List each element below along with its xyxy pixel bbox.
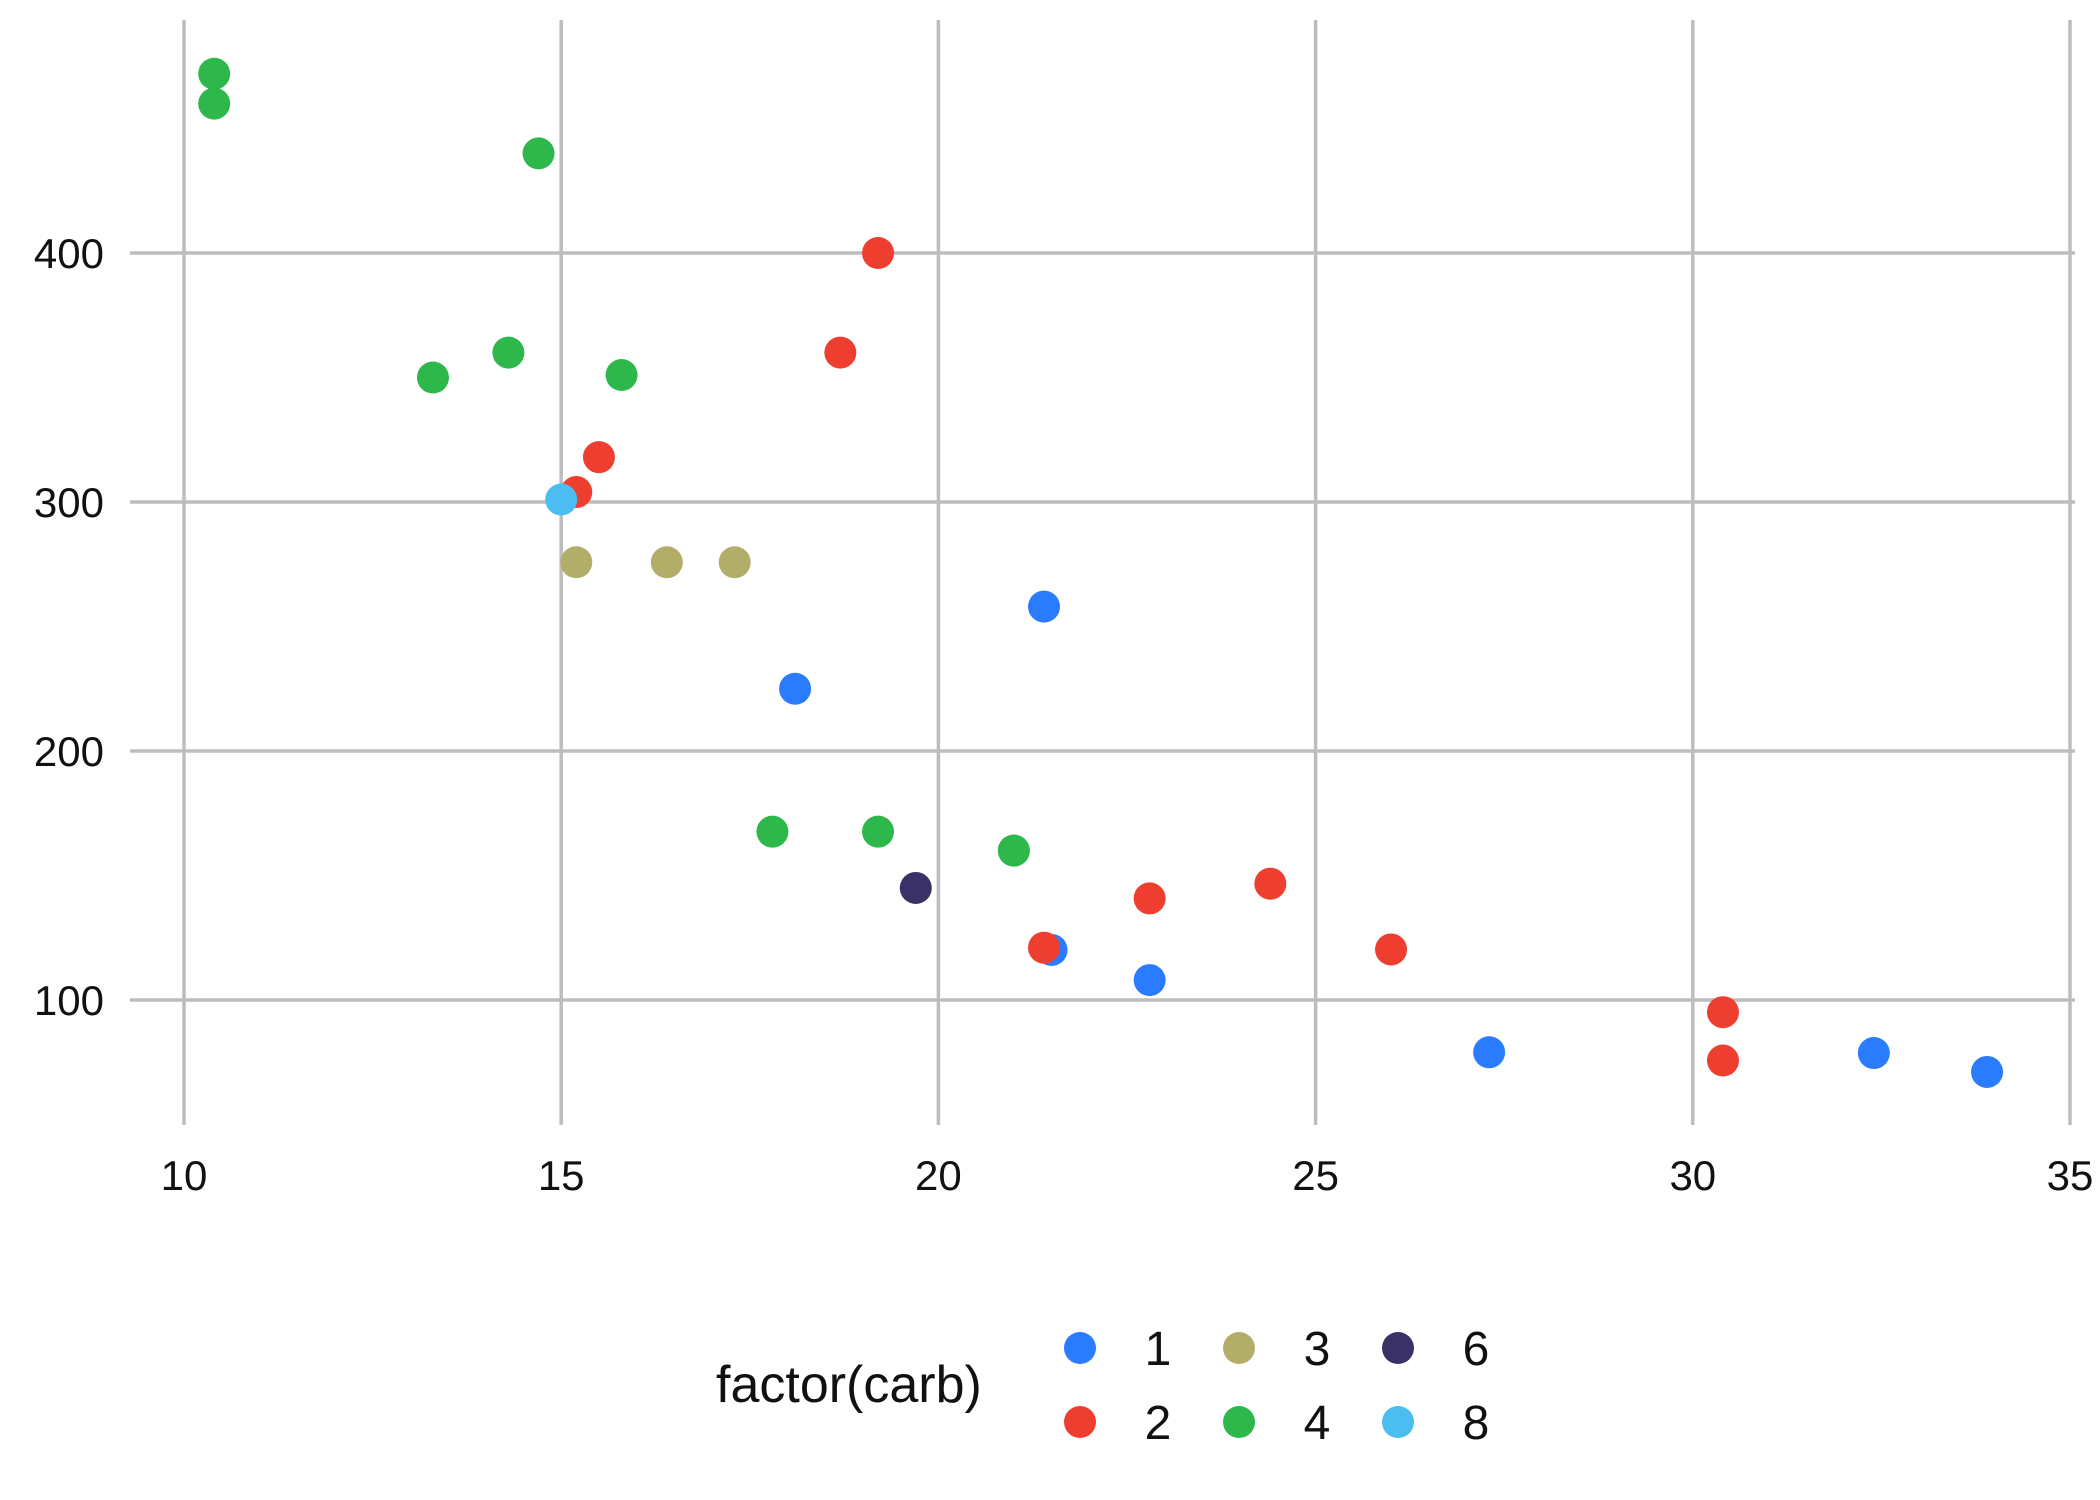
legend-swatch: [1223, 1406, 1255, 1438]
legend-label: 3: [1304, 1323, 1331, 1376]
data-point: [1254, 867, 1287, 900]
data-point: [1133, 964, 1166, 997]
legend-label: 6: [1463, 1323, 1490, 1376]
series-carb-6: [899, 871, 932, 904]
data-point: [1857, 1037, 1890, 1070]
series-carb-2: [560, 237, 1739, 1077]
y-tick-label: 200: [34, 728, 104, 775]
y-axis-tick-labels: 100 200 300 400: [34, 230, 104, 1024]
x-tick-label: 20: [915, 1152, 962, 1199]
data-point: [1375, 933, 1408, 966]
series-carb-8: [545, 483, 578, 516]
series-carb-4: [198, 57, 1030, 867]
x-tick-label: 15: [538, 1152, 585, 1199]
legend-item-6: 6: [1382, 1323, 1489, 1376]
data-point: [824, 336, 857, 369]
x-tick-label: 25: [1292, 1152, 1339, 1199]
series-carb-3: [560, 546, 751, 579]
legend-label: 4: [1304, 1397, 1331, 1450]
data-point: [899, 871, 932, 904]
y-tick-label: 300: [34, 479, 104, 526]
legend-swatch: [1382, 1332, 1414, 1364]
data-point: [1028, 590, 1061, 623]
data-point: [1971, 1055, 2004, 1088]
legend-item-1: 1: [1064, 1323, 1171, 1376]
x-axis-tick-labels: 10 15 20 25 30 35: [161, 1152, 2094, 1199]
grid-lines: [130, 20, 2075, 1125]
data-point: [605, 359, 638, 392]
x-tick-label: 10: [161, 1152, 208, 1199]
data-point: [862, 815, 895, 848]
data-point: [198, 57, 231, 90]
data-point: [1706, 996, 1739, 1029]
data-point: [492, 336, 525, 369]
x-tick-label: 35: [2047, 1152, 2094, 1199]
data-point: [522, 137, 555, 170]
data-point: [1028, 931, 1061, 964]
legend: factor(carb) 1 2 3 4 6 8: [716, 1323, 1489, 1450]
data-point: [416, 361, 449, 394]
legend-swatch: [1064, 1332, 1096, 1364]
data-points: [198, 57, 2004, 1088]
data-point: [582, 441, 615, 474]
series-carb-1: [779, 590, 2004, 1088]
legend-label: 1: [1145, 1323, 1172, 1376]
data-point: [1473, 1036, 1506, 1069]
legend-item-3: 3: [1223, 1323, 1330, 1376]
data-point: [560, 546, 593, 579]
data-point: [198, 87, 231, 120]
legend-title: factor(carb): [716, 1356, 982, 1414]
y-tick-label: 100: [34, 977, 104, 1024]
data-point: [756, 815, 789, 848]
legend-entries: 1 2 3 4 6 8: [1064, 1323, 1489, 1450]
legend-item-4: 4: [1223, 1397, 1330, 1450]
y-tick-label: 400: [34, 230, 104, 277]
legend-swatch: [1064, 1406, 1096, 1438]
data-point: [862, 237, 895, 269]
data-point: [779, 672, 812, 705]
legend-label: 8: [1463, 1397, 1490, 1450]
data-point: [545, 483, 578, 516]
legend-swatch: [1223, 1332, 1255, 1364]
data-point: [718, 546, 751, 579]
data-point: [997, 834, 1030, 867]
legend-item-8: 8: [1382, 1397, 1489, 1450]
x-tick-label: 30: [1669, 1152, 1716, 1199]
data-point: [1706, 1044, 1739, 1077]
legend-label: 2: [1145, 1397, 1172, 1450]
data-point: [1133, 882, 1166, 915]
legend-item-2: 2: [1064, 1397, 1171, 1450]
legend-swatch: [1382, 1406, 1414, 1438]
data-point: [650, 546, 683, 579]
